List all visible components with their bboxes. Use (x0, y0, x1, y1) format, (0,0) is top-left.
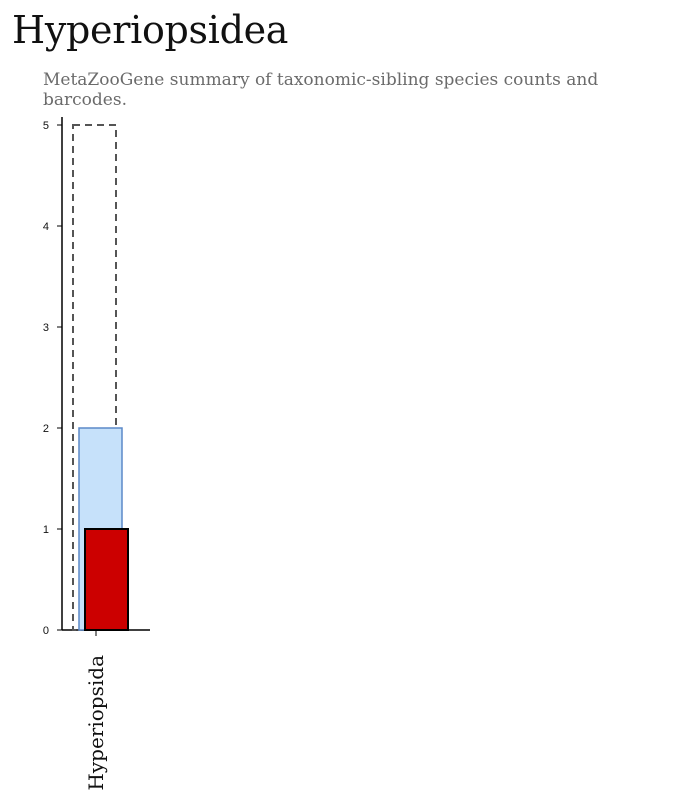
page-title: Hyperiopsidea (12, 8, 289, 52)
bar-series-3 (84, 528, 129, 631)
bars (72, 124, 129, 631)
x-axis: Hyperiopsida (62, 629, 150, 791)
y-tick-label: 4 (43, 221, 49, 233)
y-tick-label: 3 (43, 322, 49, 334)
y-tick-label: 0 (43, 625, 49, 637)
x-category-label: Hyperiopsida (84, 655, 108, 791)
y-tick-label: 2 (43, 423, 49, 435)
y-tick-label: 1 (43, 524, 49, 536)
y-axis-ticks: 0 1 2 3 4 5 (43, 120, 62, 637)
y-tick-label: 5 (43, 120, 49, 132)
x-axis-ticks: Hyperiopsida (84, 630, 108, 791)
y-axis: 0 1 2 3 4 5 (43, 117, 63, 637)
page-subtitle: MetaZooGene summary of taxonomic-sibling… (43, 70, 599, 110)
